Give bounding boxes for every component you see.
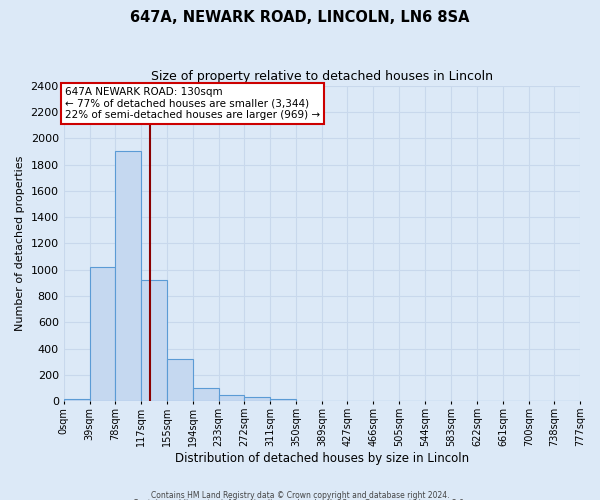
Bar xyxy=(271,399,296,402)
Text: 647A NEWARK ROAD: 130sqm
← 77% of detached houses are smaller (3,344)
22% of sem: 647A NEWARK ROAD: 130sqm ← 77% of detach… xyxy=(65,87,320,120)
Bar xyxy=(115,152,142,402)
Y-axis label: Number of detached properties: Number of detached properties xyxy=(15,156,25,331)
X-axis label: Distribution of detached houses by size in Lincoln: Distribution of detached houses by size … xyxy=(175,452,469,465)
Bar xyxy=(218,395,244,402)
Bar xyxy=(89,266,115,402)
Text: Contains HM Land Registry data © Crown copyright and database right 2024.: Contains HM Land Registry data © Crown c… xyxy=(151,490,449,500)
Bar xyxy=(244,398,271,402)
Bar xyxy=(193,388,218,402)
Text: 647A, NEWARK ROAD, LINCOLN, LN6 8SA: 647A, NEWARK ROAD, LINCOLN, LN6 8SA xyxy=(130,10,470,25)
Title: Size of property relative to detached houses in Lincoln: Size of property relative to detached ho… xyxy=(151,70,493,83)
Bar xyxy=(64,399,89,402)
Bar xyxy=(142,280,167,402)
Bar xyxy=(167,360,193,402)
